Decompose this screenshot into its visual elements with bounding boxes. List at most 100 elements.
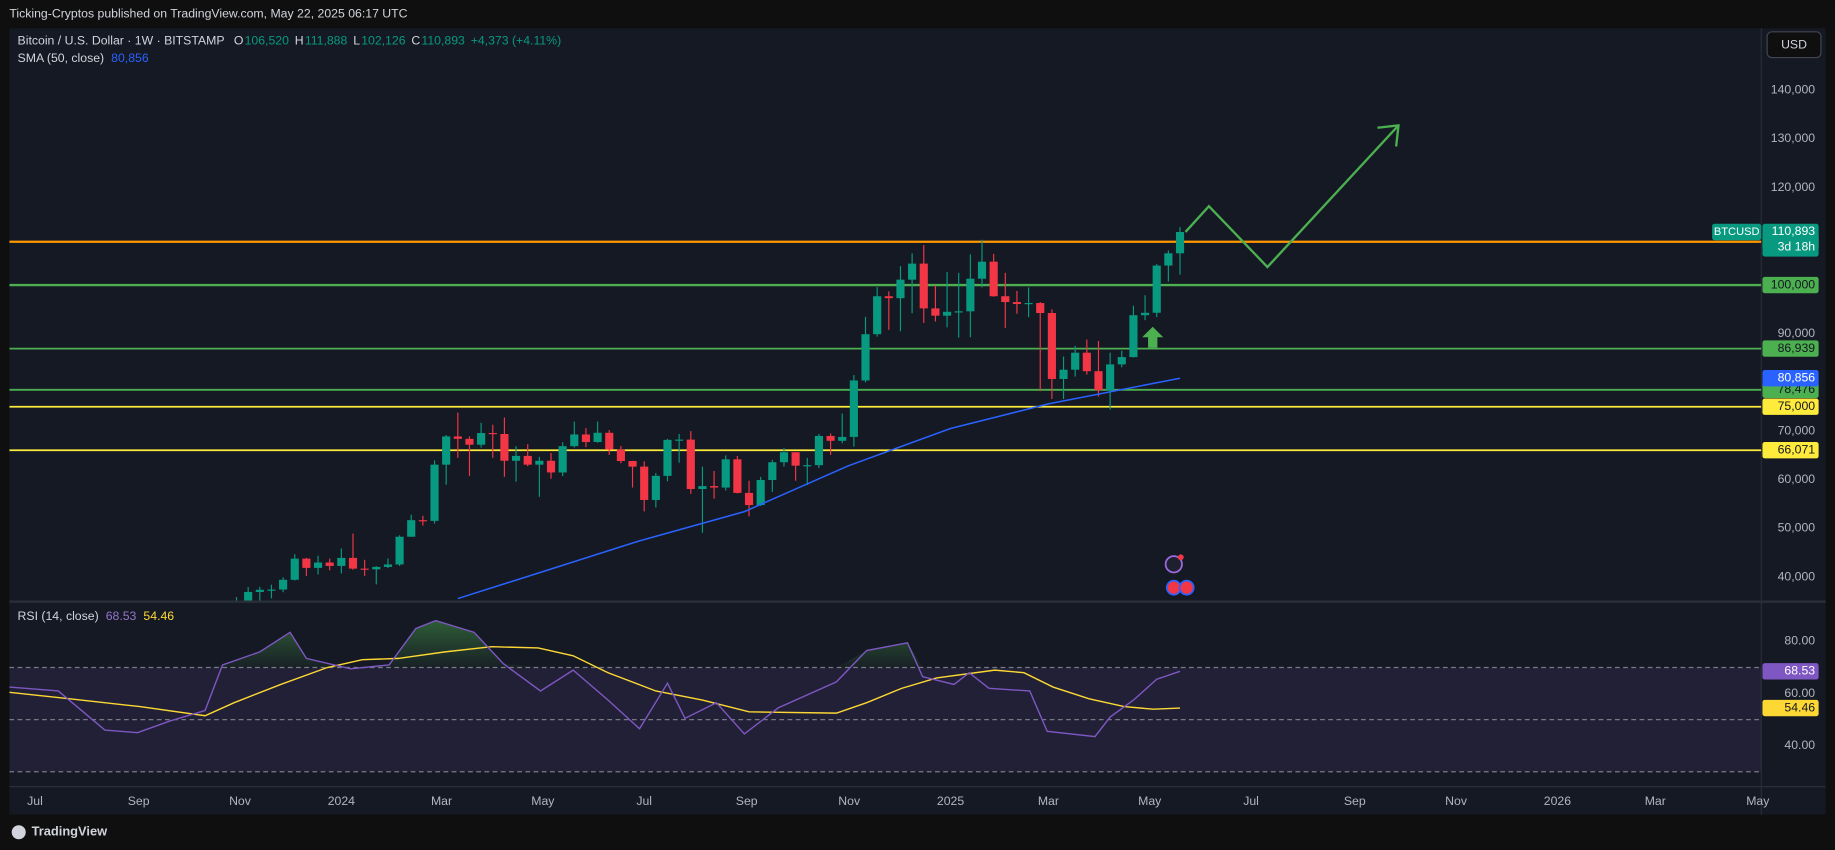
candle-body — [395, 536, 404, 565]
candle-body — [523, 455, 532, 465]
level-label-box — [1762, 340, 1819, 357]
candle-body — [710, 486, 719, 488]
economic-event-icon[interactable] — [1178, 579, 1195, 596]
candle-body — [1047, 313, 1056, 379]
x-tick-label: Mar — [431, 794, 452, 808]
change-value: +4,373 (+4.11%) — [471, 33, 561, 47]
rsi-value-label-box — [1762, 663, 1819, 680]
rsi-title: RSI (14, close) — [18, 609, 99, 623]
level-label: 100,000 — [1771, 277, 1816, 291]
candle-body — [430, 464, 439, 521]
candle-body — [791, 452, 800, 466]
y-tick-label: 40.00 — [1784, 738, 1815, 752]
ohlc-value: 110,893 — [421, 33, 465, 47]
candle-body — [1012, 302, 1022, 305]
rsi-legend-value: 54.46 — [143, 609, 174, 623]
candle-body — [733, 459, 742, 493]
candle-body — [500, 433, 509, 461]
rsi-ma-line — [9, 645, 1181, 717]
candle-body — [686, 439, 695, 490]
candle-body — [267, 589, 276, 591]
x-tick-label: May — [1138, 794, 1162, 808]
candle-body — [977, 261, 987, 279]
x-tick-label: 2026 — [1544, 794, 1571, 808]
x-tick-label: May — [531, 794, 555, 808]
candle-body — [1082, 352, 1091, 372]
candle-body — [313, 562, 323, 568]
axes: 140,000 130,000 120,000 90,000 70,000 60,000 5… — [18, 33, 1819, 808]
candle-body — [488, 433, 497, 435]
x-tick-label: Nov — [1445, 794, 1468, 808]
candle-body — [511, 455, 521, 461]
candle-body — [908, 263, 917, 280]
y-tick-label: 40,000 — [1778, 569, 1816, 583]
candle-body — [966, 278, 975, 312]
candle-body — [616, 449, 625, 462]
sma-value-label-box — [1762, 370, 1819, 387]
event-icon[interactable] — [1164, 555, 1183, 574]
candle-body — [651, 475, 660, 500]
candle-body — [873, 296, 882, 335]
economic-event-icon[interactable] — [1165, 579, 1182, 596]
candle-body — [477, 433, 486, 445]
rsi-value-label: 54.46 — [1784, 700, 1815, 714]
candle-body — [814, 435, 823, 466]
x-tick-label: Mar — [1645, 794, 1666, 808]
ohlc-value: 102,126 — [361, 33, 406, 47]
y-tick-label: 130,000 — [1771, 131, 1816, 145]
candle-body — [931, 308, 940, 316]
candle-body — [244, 591, 253, 601]
x-tick-label: Jul — [1243, 794, 1259, 808]
candle-body — [919, 263, 928, 309]
candle-body — [593, 432, 602, 443]
candle-body — [279, 579, 288, 590]
sma-value-label: 80,856 — [1778, 370, 1816, 384]
currency-button[interactable] — [1766, 31, 1822, 59]
candle-body — [640, 466, 649, 500]
symbol-tag: BTCUSD — [1714, 226, 1760, 238]
ohlc-value: 111,888 — [305, 33, 348, 47]
ohlc-value: 106,520 — [245, 33, 290, 47]
rsi-pane — [9, 619, 1762, 773]
brand-logo — [11, 825, 26, 840]
candle-body — [756, 480, 765, 506]
candle-body — [1117, 357, 1126, 365]
candle-body — [803, 465, 812, 467]
y-tick-label: 120,000 — [1771, 180, 1816, 194]
candle-body — [442, 436, 451, 465]
candle-body — [558, 446, 567, 473]
candle-body — [535, 460, 544, 465]
candle-body — [1036, 303, 1045, 314]
candle-body — [1094, 371, 1103, 391]
candle-body — [1129, 315, 1138, 358]
candle-body — [663, 439, 672, 476]
candle-body — [989, 261, 998, 297]
candle-body — [1164, 253, 1173, 266]
last-price-box — [1762, 223, 1819, 257]
candle-body — [698, 486, 707, 490]
rsi-value-label: 68.53 — [1784, 664, 1815, 678]
level-label: 86,939 — [1778, 341, 1816, 355]
candle-body — [383, 564, 393, 567]
candle-body — [779, 452, 789, 463]
candle-body — [896, 279, 905, 299]
candle-body — [337, 557, 346, 566]
sma-value: 80,856 — [111, 51, 149, 65]
level-label-box — [1762, 398, 1819, 415]
sma-title: SMA (50, close) — [18, 51, 105, 65]
candle-body — [675, 439, 684, 441]
candle-body — [407, 520, 416, 537]
candle-body — [418, 520, 427, 522]
y-tick-label: 80.00 — [1784, 634, 1815, 648]
candle-body — [942, 311, 952, 316]
candle-body — [1175, 231, 1185, 254]
candle-body — [849, 380, 858, 437]
candle-body — [1071, 352, 1080, 370]
candle-body — [453, 436, 462, 439]
candle-body — [744, 492, 754, 506]
ohlc-name: O — [234, 33, 244, 47]
x-tick-label: 2025 — [937, 794, 964, 808]
candle-body — [826, 435, 835, 441]
candle-body — [861, 334, 870, 381]
